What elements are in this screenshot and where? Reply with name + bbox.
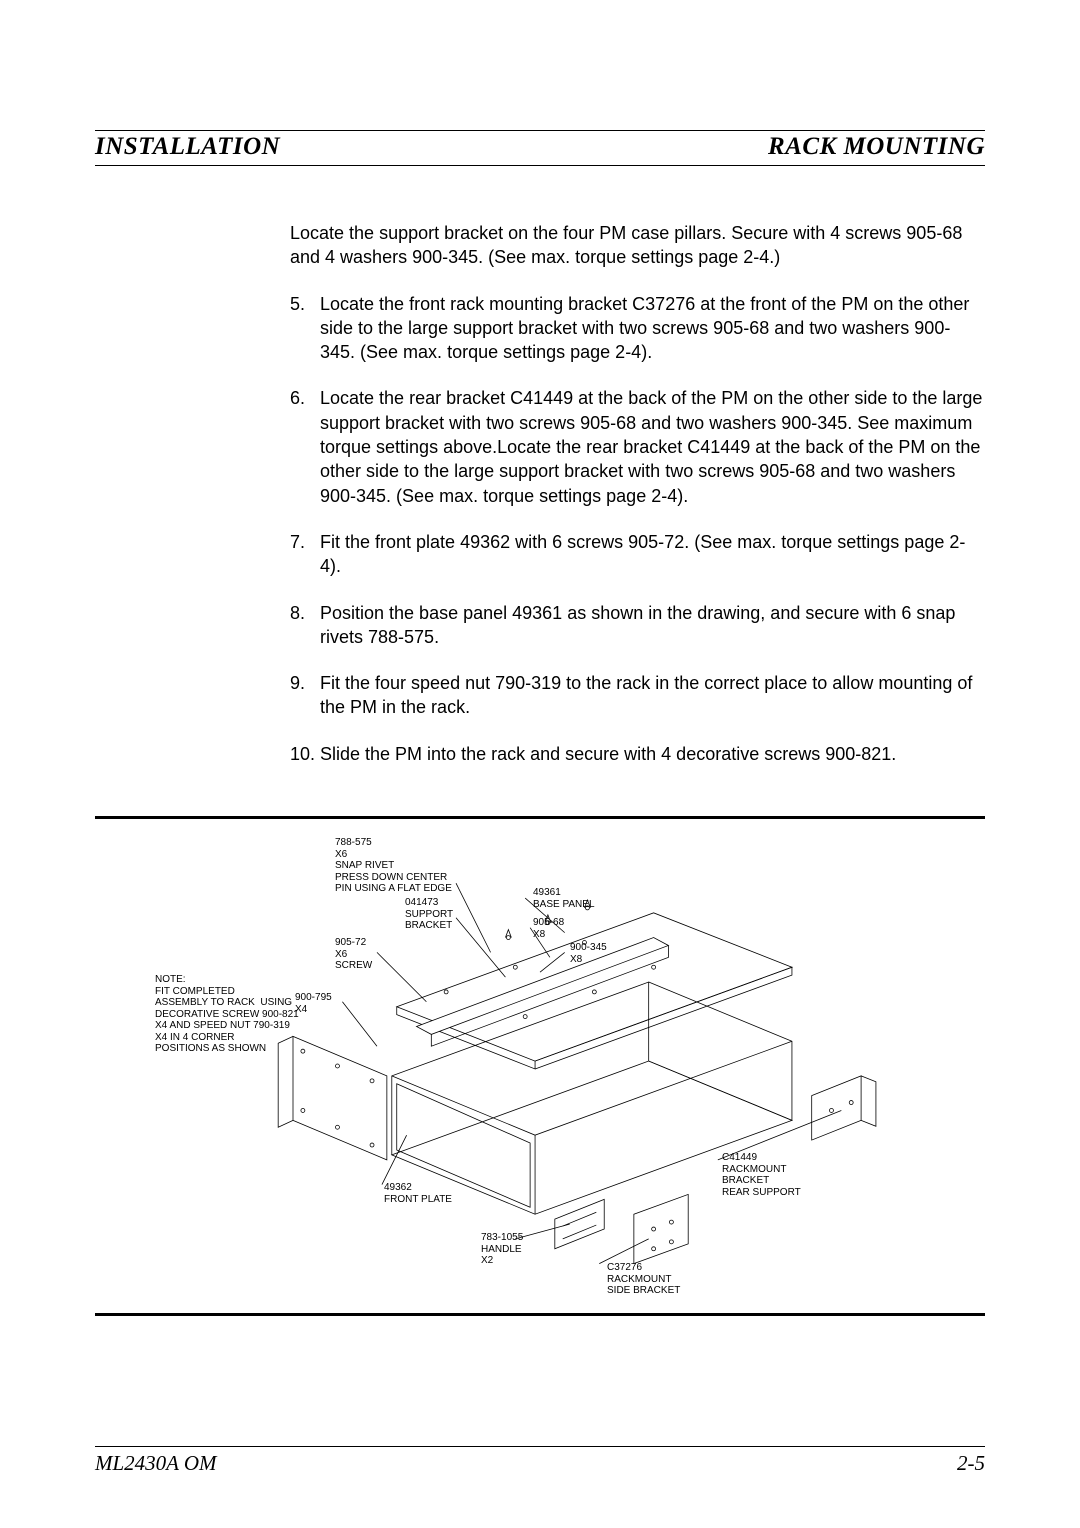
label-rackmount-side: C37276 RACKMOUNT SIDE BRACKET (607, 1262, 680, 1297)
step-number: 9. (290, 671, 320, 720)
page-footer: ML2430A OM 2-5 (95, 1446, 985, 1476)
step-text: Position the base panel 49361 as shown i… (320, 601, 985, 650)
step-text: Fit the front plate 49362 with 6 screws … (320, 530, 985, 579)
header-left: INSTALLATION (95, 133, 280, 161)
label-handle: 783-1055 HANDLE X2 (481, 1232, 523, 1267)
step-6: 6. Locate the rear bracket C41449 at the… (290, 386, 985, 507)
body-content: Locate the support bracket on the four P… (290, 221, 985, 766)
label-base-panel: 49361 BASE PANEL (533, 887, 595, 910)
step-text: Locate the rear bracket C41449 at the ba… (320, 386, 985, 507)
label-905-68: 905-68 X8 (533, 917, 564, 940)
step-text: Locate the front rack mounting bracket C… (320, 292, 985, 365)
step-number: 5. (290, 292, 320, 365)
label-900-795: 900-795 X4 (295, 992, 332, 1015)
header-right: RACK MOUNTING (768, 133, 985, 161)
label-905-72: 905-72 X6 SCREW (335, 937, 372, 972)
step-5: 5. Locate the front rack mounting bracke… (290, 292, 985, 365)
page-header: INSTALLATION RACK MOUNTING (95, 130, 985, 166)
step-number: 7. (290, 530, 320, 579)
step-9: 9. Fit the four speed nut 790-319 to the… (290, 671, 985, 720)
label-support-bracket: 041473 SUPPORT BRACKET (405, 897, 453, 932)
label-note: NOTE: FIT COMPLETED ASSEMBLY TO RACK USI… (155, 974, 299, 1055)
label-rackmount-rear: C41449 RACKMOUNT BRACKET REAR SUPPORT (722, 1152, 801, 1198)
label-snap-rivet: 788-575 X6 SNAP RIVET PRESS DOWN CENTER … (335, 837, 452, 895)
label-900-345: 900-345 X8 (570, 942, 607, 965)
step-10: 10. Slide the PM into the rack and secur… (290, 742, 985, 766)
footer-right: 2-5 (957, 1451, 985, 1476)
step-number: 10. (290, 742, 320, 766)
footer-left: ML2430A OM (95, 1451, 217, 1476)
step-number: 8. (290, 601, 320, 650)
label-front-plate: 49362 FRONT PLATE (384, 1182, 452, 1205)
intro-paragraph: Locate the support bracket on the four P… (290, 221, 985, 270)
assembly-diagram: 788-575 X6 SNAP RIVET PRESS DOWN CENTER … (95, 816, 985, 1316)
step-number: 6. (290, 386, 320, 507)
step-text: Slide the PM into the rack and secure wi… (320, 742, 985, 766)
step-text: Fit the four speed nut 790-319 to the ra… (320, 671, 985, 720)
step-7: 7. Fit the front plate 49362 with 6 scre… (290, 530, 985, 579)
step-8: 8. Position the base panel 49361 as show… (290, 601, 985, 650)
